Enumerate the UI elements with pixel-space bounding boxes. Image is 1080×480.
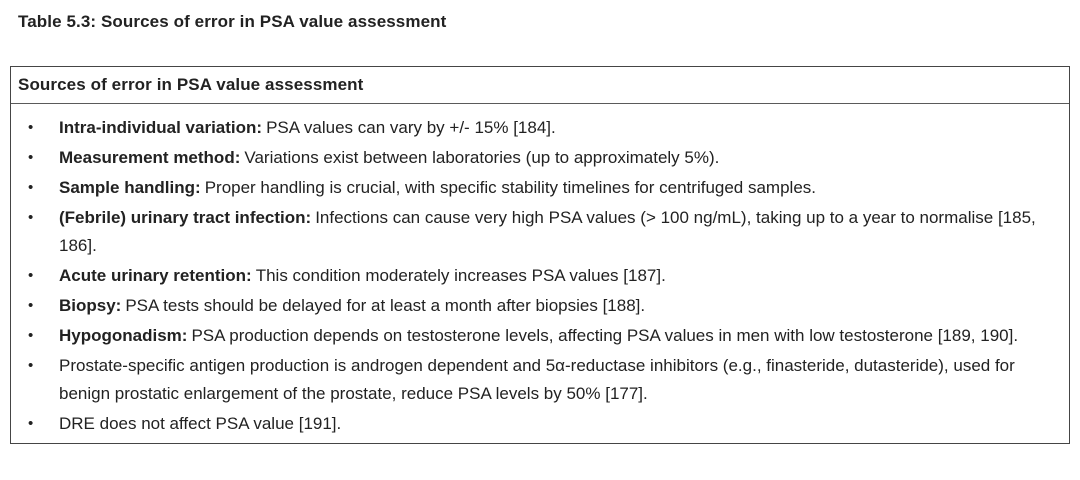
table-row: • Biopsy: PSA tests should be delayed for…: [11, 292, 1059, 320]
bullet-icon: •: [28, 297, 34, 314]
bullet-icon: •: [28, 149, 34, 166]
list-item: Hypogonadism: PSA production depends on t…: [59, 322, 1059, 350]
bullet-icon: •: [28, 357, 34, 374]
table-row: • Hypogonadism: PSA production depends on…: [11, 322, 1059, 350]
list-item: DRE does not affect PSA value [191].: [59, 410, 1059, 438]
table-body: • Intra-individual variation: PSA values …: [11, 104, 1069, 443]
bullet-icon: •: [28, 327, 34, 344]
item-body: PSA tests should be delayed for at least…: [125, 296, 646, 315]
table-row: • Measurement method: Variations exist be…: [11, 144, 1059, 172]
item-lead: Sample handling:: [59, 178, 201, 197]
list-item: Biopsy: PSA tests should be delayed for a…: [59, 292, 1059, 320]
item-lead: Biopsy:: [59, 296, 122, 315]
item-body: This condition moderately increases PSA …: [255, 266, 666, 285]
bullet-icon: •: [28, 415, 34, 432]
list-item: Sample handling: Proper handling is cruci…: [59, 174, 1059, 202]
item-body: Proper handling is crucial, with specifi…: [204, 178, 817, 197]
item-body: PSA production depends on testosterone l…: [191, 326, 1019, 345]
item-lead: (Febrile) urinary tract infection:: [59, 208, 312, 227]
item-lead: Intra-individual variation:: [59, 118, 263, 137]
list-item: Prostate-specific antigen production is …: [59, 352, 1059, 408]
table-row: • Acute urinary retention: This condition…: [11, 262, 1059, 290]
item-body: Variations exist between laboratories (u…: [244, 148, 720, 167]
table-row: • Prostate-specific antigen production i…: [11, 352, 1059, 408]
list-item: Intra-individual variation: PSA values ca…: [59, 114, 1059, 142]
item-lead: Measurement method:: [59, 148, 241, 167]
bullet-icon: •: [28, 209, 34, 226]
list-item: Acute urinary retention: This condition m…: [59, 262, 1059, 290]
table-caption: Table 5.3: Sources of error in PSA value…: [18, 12, 447, 31]
table-row: • Sample handling: Proper handling is cru…: [11, 174, 1059, 202]
table-row: • (Febrile) urinary tract infection: Infe…: [11, 204, 1059, 260]
item-lead: Hypogonadism:: [59, 326, 188, 345]
table-row: • Intra-individual variation: PSA values …: [11, 114, 1059, 142]
item-body: DRE does not affect PSA value [191].: [59, 414, 342, 433]
list-item: Measurement method: Variations exist betw…: [59, 144, 1059, 172]
list-item: (Febrile) urinary tract infection: Infect…: [59, 204, 1059, 260]
bullet-icon: •: [28, 267, 34, 284]
bullet-icon: •: [28, 179, 34, 196]
item-lead: Acute urinary retention:: [59, 266, 252, 285]
item-body: PSA values can vary by +/- 15% [184].: [266, 118, 556, 137]
bullet-icon: •: [28, 119, 34, 136]
item-body: Prostate-specific antigen production is …: [59, 356, 1015, 403]
sources-of-error-table: Sources of error in PSA value assessment…: [10, 66, 1070, 444]
item-body: Infections can cause very high PSA value…: [59, 208, 1036, 255]
table-header: Sources of error in PSA value assessment: [11, 67, 1069, 104]
table-row: • DRE does not affect PSA value [191].: [11, 410, 1059, 438]
